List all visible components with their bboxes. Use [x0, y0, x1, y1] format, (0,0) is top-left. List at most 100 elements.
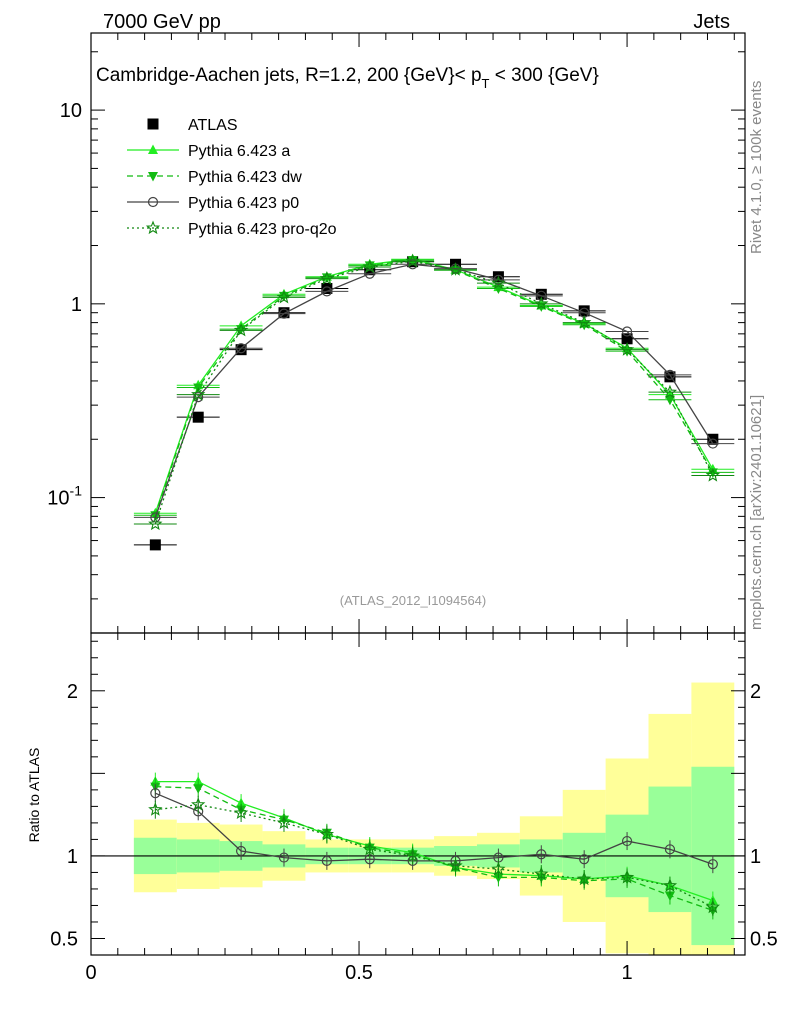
- series-line-pythia_a: [154, 258, 714, 514]
- data-point-pythia_p0: [193, 392, 204, 403]
- ratio-point-pythia_pro: [534, 866, 549, 881]
- x-tick-label: 0: [85, 962, 96, 984]
- data-point-pythia_pro: [534, 296, 549, 310]
- rivet-version-label: Rivet 4.1.0, ≥ 100k events: [748, 81, 765, 254]
- ratio-point-pythia_pro: [405, 848, 420, 863]
- ratio-point-pythia_pro: [362, 841, 377, 856]
- legend-label: Pythia 6.423 a: [188, 143, 290, 160]
- data-point-pythia_dw: [364, 261, 375, 271]
- ratio-point-pythia_pro: [705, 899, 720, 914]
- data-point-pythia_p0: [664, 369, 676, 380]
- mcplots-label: mcplots.cern.ch [arXiv:2401.10621]: [748, 395, 765, 630]
- header-right-title: Jets: [693, 11, 730, 33]
- legend-marker: [145, 220, 161, 235]
- main-panel: 10-1 1 10: [47, 32, 746, 634]
- series-line-pythia_dw: [154, 259, 714, 516]
- ratio-point-pythia_p0: [664, 844, 676, 855]
- ratio-y-tick-label-left: 2: [67, 681, 78, 703]
- data-point-data: [278, 307, 290, 319]
- legend-item-data: ATLAS: [147, 117, 238, 134]
- data-point-pythia_pro: [191, 387, 206, 401]
- data-point-data: [578, 305, 590, 317]
- ratio-point-pythia_pro: [491, 861, 506, 876]
- data-point-pythia_p0: [536, 290, 547, 301]
- data-point-pythia_p0: [621, 326, 633, 337]
- ratio-line-pythia_pro: [155, 804, 714, 908]
- data-point-pythia_p0: [235, 343, 247, 354]
- ratio-line-pythia_a: [155, 780, 714, 902]
- data-point-data: [664, 371, 676, 383]
- legend-item-pythia_a: Pythia 6.423 a: [127, 143, 290, 160]
- series-pythia_p0: [133, 259, 735, 523]
- ratio-point-pythia_pro: [619, 869, 635, 884]
- legend-marker: [148, 144, 158, 154]
- data-point-pythia_pro: [705, 467, 720, 482]
- ratio-point-pythia_pro: [276, 815, 292, 829]
- legend-item-pythia_dw: Pythia 6.423 dw: [127, 169, 302, 186]
- series-pythia_dw: [133, 256, 735, 521]
- ratio-point-pythia_p0: [707, 859, 718, 870]
- data-point-pythia_pro: [319, 271, 335, 285]
- plot-title-subscript: T: [482, 76, 490, 91]
- plot-title-main: Cambridge-Aachen jets, R=1.2, 200 {GeV}<…: [96, 65, 482, 86]
- series-line-pythia_pro: [154, 260, 714, 525]
- analysis-id-label: (ATLAS_2012_I1094564): [340, 593, 486, 608]
- ratio-panel-frame: [90, 632, 746, 956]
- x-tick-label: 0.5: [345, 962, 373, 984]
- data-point-pythia_pro: [233, 322, 249, 337]
- x-axis: 0 0.5 1: [85, 33, 735, 984]
- data-point-data: [621, 333, 633, 345]
- y-tick-label: 10-1: [47, 483, 82, 510]
- series-line-pythia_p0: [154, 263, 714, 518]
- data-point-data: [235, 344, 247, 356]
- data-point-pythia_pro: [619, 342, 635, 356]
- data-point-pythia_p0: [407, 259, 418, 270]
- data-point-pythia_pro: [662, 384, 678, 399]
- y-tick-label: 10: [60, 100, 82, 122]
- data-point-pythia_p0: [493, 274, 504, 285]
- data-point-pythia_pro: [362, 259, 377, 274]
- data-point-pythia_dw: [664, 395, 675, 406]
- legend-marker: [148, 172, 158, 182]
- ratio-y-axis-label: Ratio to ATLAS: [26, 748, 42, 843]
- legend-marker: [147, 196, 159, 208]
- legend-marker: [147, 118, 159, 130]
- legend-label: ATLAS: [188, 117, 238, 134]
- ratio-point-pythia_p0: [621, 835, 633, 847]
- data-point-data: [149, 539, 161, 551]
- ratio-y-tick-label-right: 0.5: [750, 928, 778, 950]
- data-point-pythia_dw: [707, 468, 718, 478]
- ratio-y-tick-label-right: 2: [750, 681, 761, 703]
- data-point-pythia_p0: [278, 308, 290, 319]
- data-point-pythia_pro: [405, 253, 420, 268]
- series-pythia_pro: [133, 253, 735, 531]
- ratio-y-tick-label-right: 1: [750, 846, 761, 868]
- ratio-point-pythia_p0: [321, 855, 332, 866]
- ratio-point-pythia_dw: [493, 873, 504, 883]
- data-point-data: [535, 288, 547, 300]
- ratio-point-pythia_pro: [319, 826, 335, 841]
- ratio-point-pythia_p0: [579, 854, 590, 865]
- y-tick-label: 1: [71, 294, 82, 316]
- ratio-point-pythia_dw: [664, 891, 675, 902]
- data-point-data: [192, 411, 204, 423]
- data-point-pythia_p0: [321, 286, 332, 297]
- ratio-point-pythia_pro: [191, 797, 206, 811]
- data-point-pythia_pro: [491, 275, 506, 290]
- data-point-pythia_p0: [150, 512, 161, 523]
- plot-title: Cambridge-Aachen jets, R=1.2, 200 {GeV}<…: [96, 65, 599, 91]
- ratio-point-pythia_pro: [662, 878, 678, 892]
- ratio-point-pythia_dw: [193, 784, 204, 794]
- ratio-point-pythia_p0: [150, 788, 161, 799]
- plot-title-tail: < 300 {GeV}: [489, 65, 598, 86]
- data-point-pythia_dw: [278, 291, 289, 302]
- ratio-y-axis: 0.5 0.5 1 1 2 2: [50, 640, 778, 950]
- legend-item-pythia_pro: Pythia 6.423 pro-q2o: [127, 220, 337, 238]
- legend-label: Pythia 6.423 dw: [188, 169, 302, 186]
- legend: ATLAS Pythia 6.423 a Pythia 6.423 dw Pythia…: [127, 117, 337, 238]
- ratio-point-pythia_pro: [448, 858, 463, 872]
- ratio-uncertainty-bands: [133, 682, 735, 955]
- legend-item-pythia_p0: Pythia 6.423 p0: [127, 195, 299, 212]
- ratio-series-pythia_pro: [148, 795, 720, 917]
